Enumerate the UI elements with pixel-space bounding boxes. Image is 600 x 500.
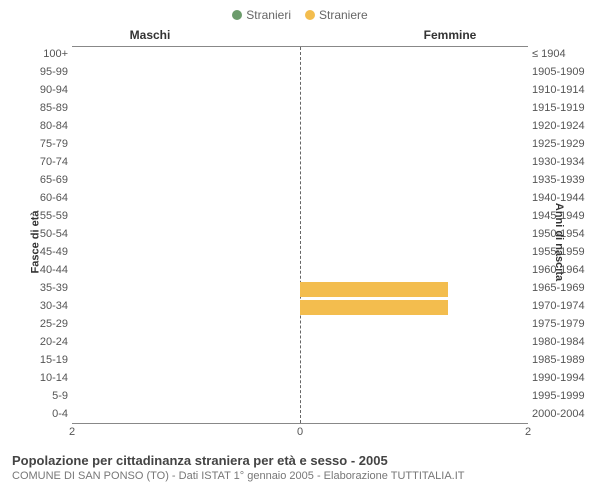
legend-item-male: Stranieri — [232, 8, 291, 22]
age-label: 45-49 — [6, 246, 68, 258]
age-label: 75-79 — [6, 138, 68, 150]
row: 0-42000-2004 — [72, 406, 528, 424]
header-left: Maschi — [0, 28, 300, 42]
age-label: 90-94 — [6, 84, 68, 96]
header-labels: Maschi Femmine — [0, 28, 600, 42]
birth-label: 2000-2004 — [532, 408, 600, 420]
age-label: 55-59 — [6, 210, 68, 222]
x-axis: 2 0 2 — [72, 426, 528, 442]
age-label: 100+ — [6, 48, 68, 60]
xtick: 2 — [69, 426, 75, 438]
chart-subtitle: COMUNE DI SAN PONSO (TO) - Dati ISTAT 1°… — [12, 470, 588, 482]
row: 60-641940-1944 — [72, 190, 528, 208]
age-label: 30-34 — [6, 300, 68, 312]
age-label: 35-39 — [6, 282, 68, 294]
age-label: 25-29 — [6, 318, 68, 330]
row: 50-541950-1954 — [72, 226, 528, 244]
birth-label: 1995-1999 — [532, 390, 600, 402]
birth-label: ≤ 1904 — [532, 48, 600, 60]
legend-item-female: Straniere — [305, 8, 368, 22]
row: 45-491955-1959 — [72, 244, 528, 262]
row: 95-991905-1909 — [72, 64, 528, 82]
row: 15-191985-1989 — [72, 352, 528, 370]
birth-label: 1960-1964 — [532, 264, 600, 276]
row: 90-941910-1914 — [72, 82, 528, 100]
row: 25-291975-1979 — [72, 316, 528, 334]
age-label: 65-69 — [6, 174, 68, 186]
row: 40-441960-1964 — [72, 262, 528, 280]
birth-label: 1920-1924 — [532, 120, 600, 132]
row: 70-741930-1934 — [72, 154, 528, 172]
legend-label-female: Straniere — [319, 8, 368, 22]
birth-label: 1945-1949 — [532, 210, 600, 222]
birth-label: 1975-1979 — [532, 318, 600, 330]
age-label: 15-19 — [6, 354, 68, 366]
birth-label: 1980-1984 — [532, 336, 600, 348]
row: 75-791925-1929 — [72, 136, 528, 154]
swatch-female — [305, 10, 315, 20]
row: 35-391965-1969 — [72, 280, 528, 298]
row: 65-691935-1939 — [72, 172, 528, 190]
birth-label: 1965-1969 — [532, 282, 600, 294]
birth-label: 1985-1989 — [532, 354, 600, 366]
age-label: 10-14 — [6, 372, 68, 384]
birth-label: 1970-1974 — [532, 300, 600, 312]
birth-label: 1935-1939 — [532, 174, 600, 186]
age-label: 0-4 — [6, 408, 68, 420]
birth-label: 1925-1929 — [532, 138, 600, 150]
birth-label: 1930-1934 — [532, 156, 600, 168]
age-label: 5-9 — [6, 390, 68, 402]
row: 100+≤ 1904 — [72, 46, 528, 64]
birth-label: 1905-1909 — [532, 66, 600, 78]
row: 80-841920-1924 — [72, 118, 528, 136]
rows-container: 100+≤ 190495-991905-190990-941910-191485… — [72, 46, 528, 424]
bar-female — [300, 282, 448, 297]
xtick: 2 — [525, 426, 531, 438]
birth-label: 1915-1919 — [532, 102, 600, 114]
row: 85-891915-1919 — [72, 100, 528, 118]
row: 20-241980-1984 — [72, 334, 528, 352]
chart-area: Fasce di età Anni di nascita 100+≤ 19049… — [0, 42, 600, 442]
birth-label: 1940-1944 — [532, 192, 600, 204]
footer: Popolazione per cittadinanza straniera p… — [12, 453, 588, 482]
row: 10-141990-1994 — [72, 370, 528, 388]
age-label: 85-89 — [6, 102, 68, 114]
swatch-male — [232, 10, 242, 20]
age-label: 70-74 — [6, 156, 68, 168]
age-label: 80-84 — [6, 120, 68, 132]
age-label: 20-24 — [6, 336, 68, 348]
row: 5-91995-1999 — [72, 388, 528, 406]
birth-label: 1950-1954 — [532, 228, 600, 240]
legend: Stranieri Straniere — [0, 0, 600, 22]
legend-label-male: Stranieri — [246, 8, 291, 22]
birth-label: 1910-1914 — [532, 84, 600, 96]
row: 55-591945-1949 — [72, 208, 528, 226]
age-label: 50-54 — [6, 228, 68, 240]
header-right: Femmine — [300, 28, 600, 42]
xtick: 0 — [297, 426, 303, 438]
age-label: 95-99 — [6, 66, 68, 78]
birth-label: 1990-1994 — [532, 372, 600, 384]
row: 30-341970-1974 — [72, 298, 528, 316]
birth-label: 1955-1959 — [532, 246, 600, 258]
bar-female — [300, 300, 448, 315]
chart-title: Popolazione per cittadinanza straniera p… — [12, 453, 588, 468]
age-label: 40-44 — [6, 264, 68, 276]
age-label: 60-64 — [6, 192, 68, 204]
